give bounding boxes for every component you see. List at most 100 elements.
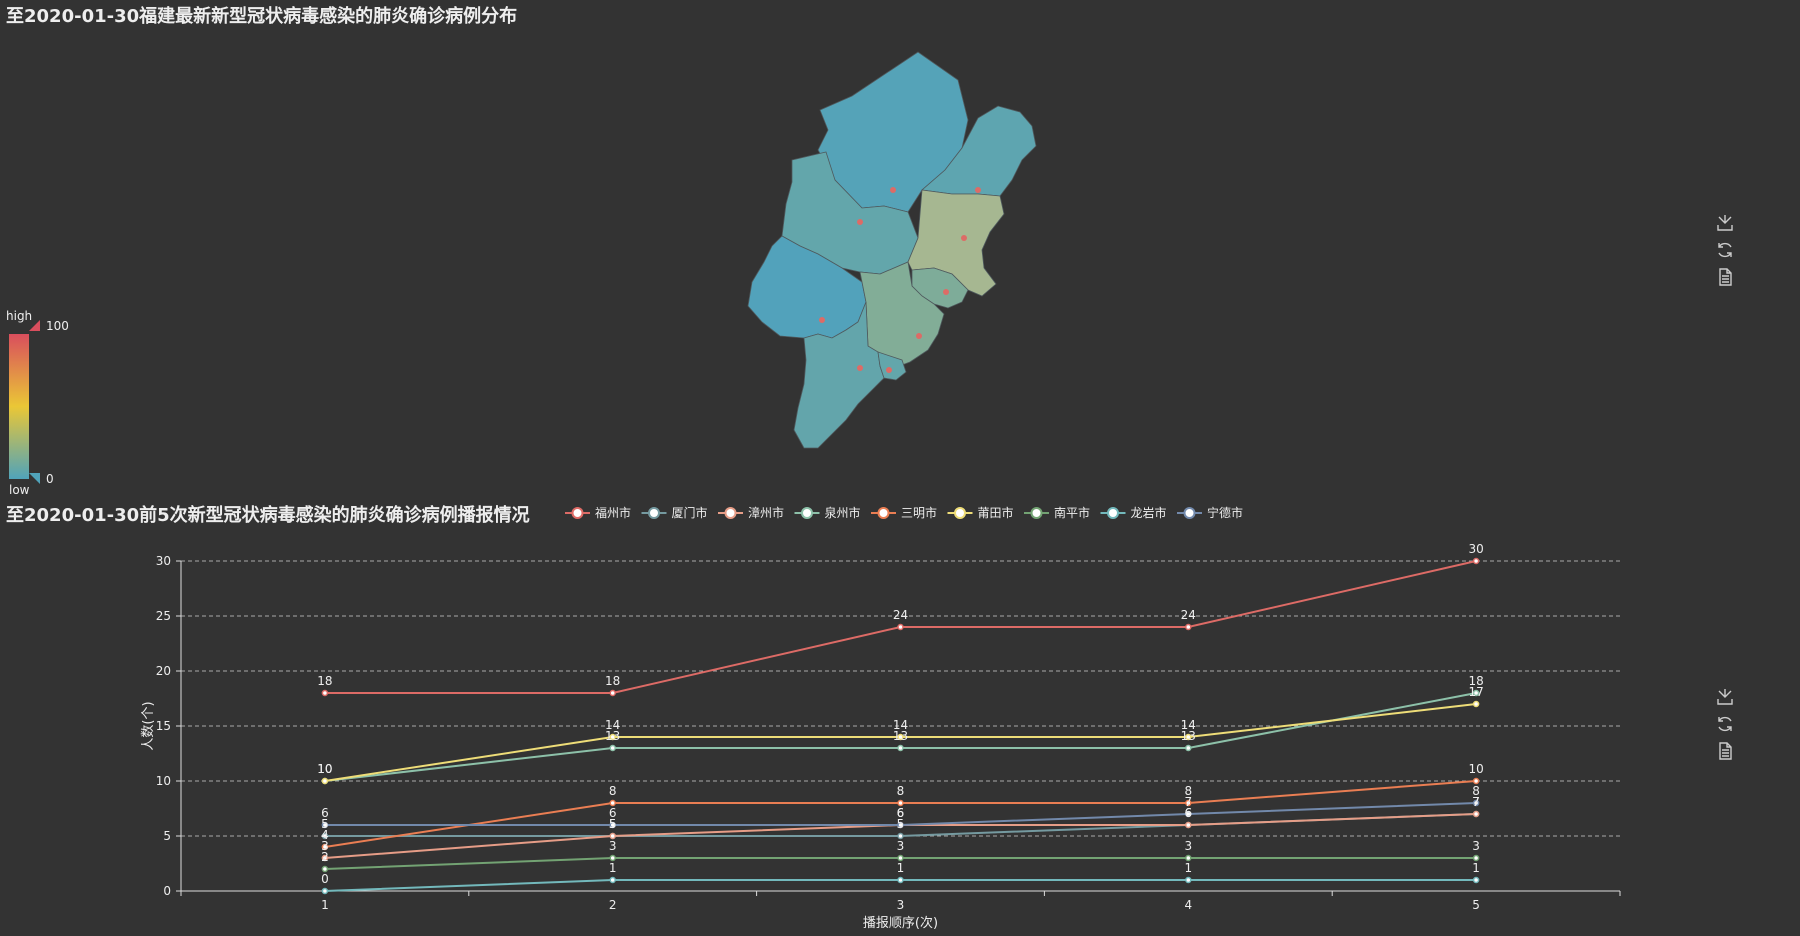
map-city-markers	[819, 187, 981, 373]
data-point[interactable]	[1472, 557, 1480, 565]
data-point[interactable]	[609, 733, 616, 741]
series-宁德市[interactable]	[321, 799, 1480, 829]
data-point[interactable]	[609, 832, 616, 840]
data-point[interactable]	[1185, 810, 1192, 818]
data-point[interactable]	[897, 623, 904, 631]
series-莆田市[interactable]	[321, 700, 1480, 785]
data-label: 14	[605, 718, 620, 732]
data-label: 7	[1472, 795, 1480, 809]
data-point[interactable]	[897, 854, 904, 862]
save-image-icon[interactable]	[1716, 688, 1734, 706]
restore-icon[interactable]	[1716, 241, 1734, 259]
data-point[interactable]	[897, 832, 904, 840]
visual-map[interactable]: high 100 0 low	[0, 306, 80, 497]
map-region-zhangzhou[interactable]	[793, 301, 885, 449]
legend-marker	[1107, 507, 1119, 519]
data-point[interactable]	[1185, 623, 1192, 631]
data-point[interactable]	[1472, 876, 1480, 884]
data-label: 8	[1472, 784, 1480, 798]
data-label: 5	[897, 817, 905, 831]
data-point[interactable]	[897, 744, 904, 752]
map-region-quanzhou[interactable]	[859, 261, 945, 369]
data-point[interactable]	[897, 799, 904, 807]
data-point[interactable]	[1185, 821, 1192, 829]
data-point[interactable]	[609, 854, 616, 862]
data-label: 3	[609, 839, 617, 853]
series-三明市[interactable]	[321, 777, 1480, 851]
legend-marker	[954, 507, 966, 519]
y-tick-label: 30	[156, 554, 171, 568]
visual-map-gradient-bar[interactable]	[9, 334, 29, 479]
legend-label: 宁德市	[1207, 505, 1243, 520]
data-point[interactable]	[609, 876, 616, 884]
data-point[interactable]	[321, 865, 329, 873]
visual-map-min-handle[interactable]	[29, 473, 40, 484]
legend-item-南平市[interactable]: 南平市	[1024, 505, 1090, 520]
legend-item-宁德市[interactable]: 宁德市	[1177, 505, 1243, 520]
data-label: 10	[317, 762, 332, 776]
data-label: 7	[1184, 795, 1192, 809]
data-point[interactable]	[609, 744, 616, 752]
data-point[interactable]	[609, 821, 616, 829]
map-region-fuzhou[interactable]	[907, 189, 1005, 297]
line-toolbox	[1716, 688, 1736, 769]
data-point[interactable]	[897, 821, 904, 829]
restore-icon[interactable]	[1716, 715, 1734, 733]
data-label: 3	[1184, 839, 1192, 853]
legend-marker	[1183, 507, 1196, 519]
data-point[interactable]	[609, 799, 616, 807]
data-point[interactable]	[1472, 810, 1480, 818]
visual-map-max-handle[interactable]	[29, 320, 40, 331]
data-view-icon[interactable]	[1716, 742, 1734, 760]
legend-item-龙岩市[interactable]: 龙岩市	[1100, 505, 1167, 520]
save-image-icon[interactable]	[1716, 214, 1734, 232]
data-label: 24	[1181, 608, 1196, 622]
legend-marker	[724, 507, 737, 519]
series-福州市[interactable]	[321, 557, 1480, 697]
legend-item-三明市[interactable]: 三明市	[871, 505, 937, 520]
data-point[interactable]	[321, 843, 329, 851]
data-label: 6	[1184, 806, 1192, 820]
data-point[interactable]	[321, 689, 329, 697]
data-point[interactable]	[1472, 689, 1480, 697]
data-point[interactable]	[1472, 777, 1480, 785]
legend-item-福州市[interactable]: 福州市	[565, 505, 631, 520]
x-tick-label: 3	[897, 898, 905, 912]
data-view-icon[interactable]	[1716, 268, 1734, 286]
data-point[interactable]	[1472, 854, 1480, 862]
data-point[interactable]	[897, 733, 904, 741]
data-point[interactable]	[321, 777, 329, 785]
data-point[interactable]	[1472, 799, 1480, 807]
series-南平市[interactable]	[321, 854, 1480, 873]
visual-map-low-label: low	[9, 483, 30, 497]
legend-item-泉州市[interactable]: 泉州市	[794, 505, 861, 520]
data-point[interactable]	[1185, 799, 1192, 807]
data-point[interactable]	[1185, 854, 1192, 862]
data-label: 1	[1184, 861, 1192, 875]
data-point[interactable]	[321, 854, 329, 862]
series-龙岩市[interactable]	[321, 876, 1480, 895]
legend-item-莆田市[interactable]: 莆田市	[947, 505, 1014, 520]
data-label: 6	[897, 806, 905, 820]
data-point[interactable]	[1185, 744, 1192, 752]
data-point[interactable]	[1185, 733, 1192, 741]
fujian-map[interactable]	[0, 0, 1800, 500]
data-point[interactable]	[321, 887, 329, 895]
data-label: 18	[1468, 674, 1483, 688]
legend-item-漳州市[interactable]: 漳州市	[718, 505, 784, 520]
y-tick-label: 15	[156, 719, 171, 733]
data-point[interactable]	[897, 876, 904, 884]
data-label: 18	[605, 674, 620, 688]
y-axis-title: 人数(个)	[141, 701, 156, 750]
map-region-xiamen[interactable]	[877, 351, 907, 381]
data-point[interactable]	[321, 821, 329, 829]
data-label: 24	[893, 608, 908, 622]
data-point[interactable]	[1185, 876, 1192, 884]
x-tick-label: 2	[609, 898, 617, 912]
data-point[interactable]	[321, 832, 329, 840]
legend-item-厦门市[interactable]: 厦门市	[641, 505, 708, 520]
data-point[interactable]	[609, 689, 616, 697]
legend-label: 龙岩市	[1131, 505, 1167, 520]
data-point[interactable]	[1472, 700, 1480, 708]
